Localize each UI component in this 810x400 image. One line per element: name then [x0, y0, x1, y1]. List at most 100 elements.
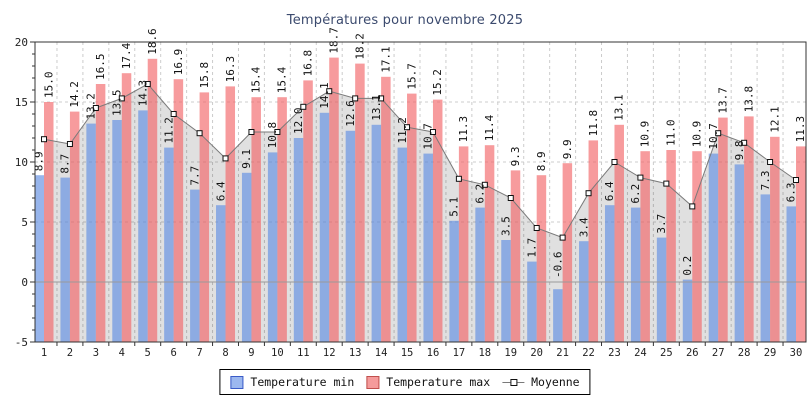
moyenne-marker-day-5 — [144, 81, 151, 87]
bar-min-day-8 — [216, 205, 226, 342]
bar-min-day-14 — [371, 124, 382, 342]
moyenne-marker-day-15 — [404, 124, 411, 131]
moyenne-marker-day-24 — [637, 174, 644, 181]
max-value-label: 11.4 — [483, 114, 496, 141]
bar-min-day-30 — [786, 206, 796, 342]
bar-min-day-4 — [112, 120, 122, 342]
moyenne-marker-day-4 — [118, 95, 125, 102]
bar-max-day-4 — [121, 73, 132, 342]
max-value-label: 11.8 — [587, 110, 600, 137]
x-tick-label: 20 — [530, 347, 543, 359]
moyenne-marker-day-19 — [507, 195, 514, 201]
x-tick-label: 19 — [504, 347, 517, 359]
bar-max-day-25 — [666, 150, 676, 342]
x-tick-label: 24 — [634, 347, 647, 359]
max-value-label: 12.1 — [768, 106, 781, 133]
bar-max-day-16 — [432, 99, 443, 342]
min-value-label: 13.5 — [111, 90, 124, 117]
max-value-label: 13.8 — [742, 86, 755, 113]
moyenne-line — [43, 83, 797, 239]
bar-min-day-29 — [760, 194, 771, 342]
max-value-label: 16.9 — [172, 49, 185, 76]
bar-min-day-2 — [60, 177, 70, 342]
bar-max-day-15 — [407, 93, 417, 342]
x-tick-label: 9 — [248, 347, 254, 359]
min-value-label: 3.4 — [577, 217, 590, 237]
moyenne-marker-day-8 — [222, 155, 229, 162]
min-value-label: 10.7 — [707, 123, 720, 150]
bar-max-day-17 — [458, 146, 469, 342]
max-value-label: 18.2 — [353, 33, 366, 60]
legend-item-min: Temperature min — [230, 375, 354, 389]
min-value-label: 10.8 — [266, 122, 279, 149]
min-value-label: 11.2 — [396, 117, 409, 144]
x-tick-label: 26 — [686, 347, 699, 359]
bar-min-day-12 — [319, 112, 330, 342]
x-tick-label: 14 — [375, 347, 388, 359]
min-value-label: 6.4 — [214, 181, 227, 201]
x-tick-label: 13 — [349, 347, 362, 359]
bar-max-day-5 — [147, 58, 158, 343]
bar-min-day-11 — [293, 138, 304, 342]
min-value-label: 13.1 — [370, 94, 383, 121]
x-tick-label: 21 — [556, 347, 569, 359]
x-tick-label: 23 — [608, 347, 621, 359]
y-tick-label: 5 — [21, 216, 28, 229]
min-value-label: 7.7 — [188, 166, 201, 186]
legend: Temperature min Temperature max Moyenne — [219, 369, 591, 395]
x-tick-label: 18 — [478, 347, 491, 359]
min-value-label: 6.3 — [785, 183, 798, 203]
bar-min-day-15 — [397, 147, 408, 342]
max-swatch-icon — [366, 375, 380, 389]
min-value-label: 5.1 — [448, 197, 461, 217]
bar-min-day-27 — [708, 153, 719, 342]
min-value-label: 14.3 — [136, 80, 149, 107]
min-value-label: 0.2 — [681, 256, 694, 276]
bar-max-day-2 — [69, 111, 80, 342]
bar-max-day-3 — [95, 84, 106, 342]
x-tick-label: 10 — [271, 347, 284, 359]
bar-min-day-3 — [86, 123, 96, 342]
moyenne-marker-day-25 — [663, 180, 670, 187]
legend-label-max: Temperature max — [386, 375, 491, 389]
x-tick-label: 27 — [712, 347, 725, 359]
moyenne-marker-day-20 — [533, 225, 540, 231]
moyenne-marker-day-22 — [585, 190, 592, 197]
moyenne-marker-day-28 — [741, 139, 748, 146]
min-value-label: -0.6 — [551, 252, 564, 279]
x-tick-label: 8 — [222, 347, 228, 359]
moyenne-marker-day-23 — [611, 159, 618, 165]
max-value-label: 9.9 — [561, 139, 574, 159]
y-tick-label: 10 — [15, 156, 28, 169]
x-tick-label: 2 — [67, 347, 73, 359]
bar-max-day-11 — [303, 80, 313, 343]
bar-max-day-26 — [692, 151, 702, 342]
bar-max-day-27 — [718, 117, 728, 342]
y-tick-label: -5 — [15, 336, 28, 349]
max-value-label: 15.8 — [198, 62, 211, 89]
bar-min-day-21 — [553, 289, 563, 342]
bar-max-day-10 — [277, 97, 287, 342]
x-tick-label: 29 — [764, 347, 777, 359]
bar-max-day-23 — [614, 124, 624, 342]
min-value-label: 1.7 — [525, 238, 538, 258]
moyenne-marker-day-1 — [41, 136, 47, 143]
moyenne-marker-day-17 — [455, 175, 462, 182]
bar-max-day-28 — [744, 116, 754, 343]
max-value-label: 9.3 — [509, 147, 522, 167]
moyenne-line-marker-icon — [502, 378, 525, 387]
min-value-label: 7.3 — [759, 171, 772, 191]
max-value-label: 18.7 — [327, 27, 340, 54]
bar-min-day-9 — [241, 172, 252, 342]
y-tick-label: 0 — [21, 276, 28, 289]
max-value-label: 10.9 — [639, 121, 652, 148]
x-tick-label: 6 — [170, 347, 176, 359]
max-value-label: 17.4 — [120, 42, 133, 69]
bar-min-day-26 — [682, 279, 693, 342]
max-value-label: 11.3 — [794, 116, 807, 143]
min-value-label: 3.5 — [500, 216, 513, 236]
min-value-label: 9.8 — [733, 141, 746, 161]
bar-min-day-23 — [604, 205, 615, 342]
legend-label-moyenne: Moyenne — [531, 375, 580, 389]
